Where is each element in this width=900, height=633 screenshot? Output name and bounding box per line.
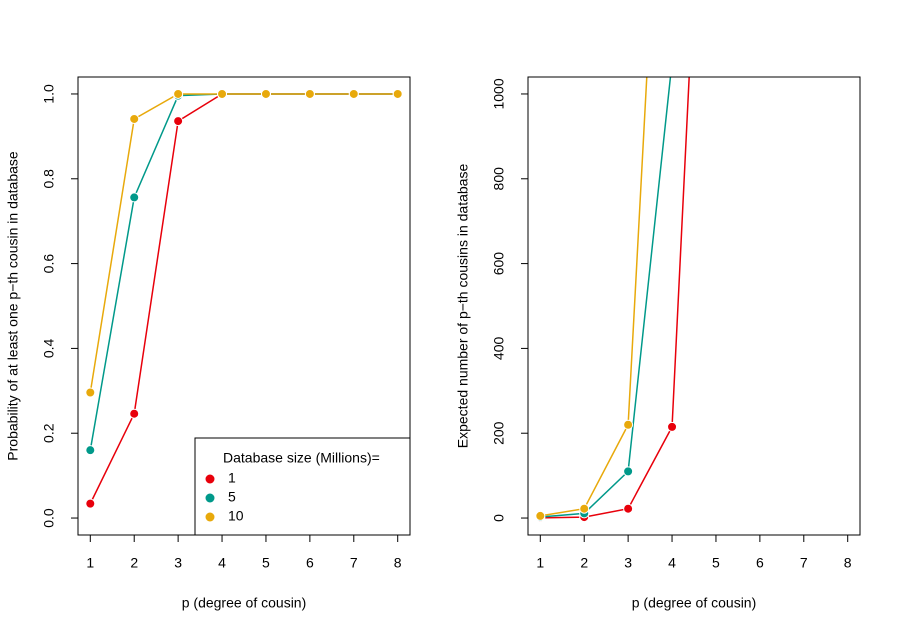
x-tick-label: 5	[712, 555, 720, 571]
legend-label: 5	[228, 489, 236, 505]
data-point	[668, 58, 677, 67]
x-tick-label: 7	[800, 555, 808, 571]
y-tick-label: 1000	[491, 78, 507, 109]
data-point	[129, 113, 140, 124]
data-point	[348, 88, 359, 99]
legend-marker	[205, 493, 215, 503]
series-line	[540, 0, 847, 517]
data-point	[85, 445, 96, 456]
data-point	[623, 466, 634, 477]
x-axis-label: p (degree of cousin)	[632, 595, 757, 611]
y-tick-label: 0.6	[41, 254, 57, 274]
data-point	[392, 88, 403, 99]
x-tick-label: 1	[86, 555, 94, 571]
x-tick-label: 3	[174, 555, 182, 571]
data-point	[85, 498, 96, 509]
data-point	[304, 88, 315, 99]
y-tick-label: 600	[491, 252, 507, 276]
legend: Database size (Millions)= 1 5 10	[194, 437, 411, 536]
y-tick-label: 0.2	[41, 423, 57, 443]
data-point	[85, 387, 96, 398]
y-tick-label: 0	[491, 514, 507, 522]
plot-area	[535, 0, 852, 523]
x-tick-label: 1	[536, 555, 544, 571]
data-point	[623, 419, 634, 430]
series-line	[540, 0, 847, 518]
x-tick-label: 4	[668, 555, 676, 571]
x-tick-label: 3	[624, 555, 632, 571]
legend-marker	[205, 474, 215, 484]
y-tick-label: 400	[491, 337, 507, 361]
series-line	[89, 93, 398, 393]
x-tick-label: 4	[218, 555, 226, 571]
x-tick-label: 6	[756, 555, 764, 571]
x-tick-label: 5	[262, 555, 270, 571]
y-tick-label: 0.8	[41, 169, 57, 189]
x-tick-label: 2	[580, 555, 588, 571]
legend-title: Database size (Millions)=	[223, 450, 380, 466]
data-point	[667, 421, 678, 432]
legend-label: 1	[228, 470, 236, 486]
legend-label: 10	[228, 508, 244, 524]
y-axis-label: Probability of at least one p−th cousin …	[5, 151, 21, 461]
x-tick-label: 8	[394, 555, 402, 571]
plot-frame	[527, 76, 861, 536]
y-tick-label: 0.4	[41, 338, 57, 358]
y-tick-label: 800	[491, 167, 507, 191]
chart-panel: 1 2 3 4 5 6 7 8 0 200 400 600 800 1000 p (degree of co…	[455, 0, 861, 611]
data-point	[260, 88, 271, 99]
legend-marker	[205, 512, 215, 522]
series-line	[540, 77, 690, 519]
x-tick-label: 8	[844, 555, 852, 571]
x-tick-label: 7	[350, 555, 358, 571]
data-point	[217, 88, 228, 99]
x-axis-label: p (degree of cousin)	[182, 595, 307, 611]
data-point	[129, 408, 140, 419]
data-point	[173, 116, 184, 127]
x-tick-label: 6	[306, 555, 314, 571]
y-tick-label: 0.0	[41, 508, 57, 528]
data-point	[173, 88, 184, 99]
y-tick-label: 200	[491, 421, 507, 445]
y-axis-label: Expected number of p−th cousins in datab…	[455, 164, 471, 449]
plot-area	[85, 88, 403, 509]
data-point	[535, 510, 546, 521]
y-tick-label: 1.0	[41, 84, 57, 104]
data-point	[579, 503, 590, 514]
legend-box	[194, 437, 411, 536]
x-tick-label: 2	[130, 555, 138, 571]
data-point	[129, 192, 140, 203]
data-point	[623, 503, 634, 514]
chart-panel: 1 2 3 4 5 6 7 8 0.0 0.2 0.4 0.6 0.8 1.0 p (degree of c…	[5, 76, 411, 611]
